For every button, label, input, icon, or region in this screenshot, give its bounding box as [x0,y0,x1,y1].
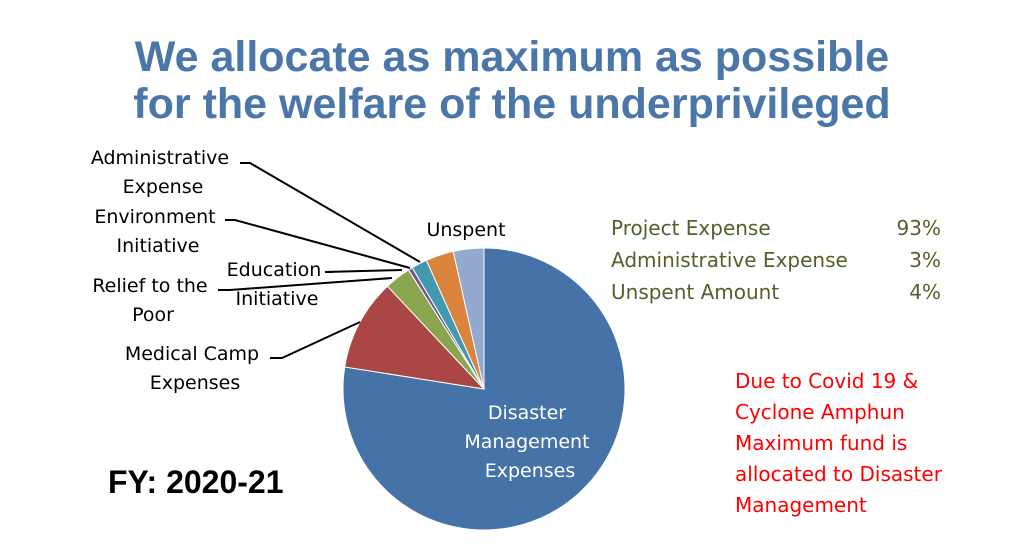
summary-row: Administrative Expense 3% [611,244,941,276]
label-disaster-line: Disaster [488,402,566,424]
covid-note: Due to Covid 19 & Cyclone Amphun Maximum… [735,366,995,521]
label-education-line: Education [227,259,322,281]
label-medical-line: Medical Camp [125,343,259,365]
leader-line-medical [270,321,361,359]
summary-label: Project Expense [611,216,771,240]
label-relief-line: Poor [132,304,174,326]
summary-row: Unspent Amount 4% [611,276,941,308]
label-education: Education Initiative [227,259,328,310]
label-unspent-line: Unspent [426,219,505,241]
note-line: Due to Covid 19 & [735,369,919,393]
label-environment-line: Environment [94,206,215,228]
label-administrative-line: Administrative [91,147,229,169]
label-relief: Relief to the Poor [92,275,213,326]
summary-label: Unspent Amount [611,280,780,304]
note-line: Maximum fund is [735,431,908,455]
label-medical-line: Expenses [150,372,241,394]
summary-label: Administrative Expense [611,248,848,272]
pie-slice-disaster-management-expenses [342,247,626,531]
label-environment: Environment Initiative [94,206,221,257]
label-disaster-line: Management [464,431,589,453]
label-relief-line: Relief to the [92,275,207,297]
label-education-line: Initiative [236,288,319,310]
note-line: allocated to Disaster [735,462,942,486]
note-line: Management [735,493,867,517]
leader-line-relief [218,277,393,291]
pie-slices [342,247,626,531]
label-disaster-line: Expenses [485,460,576,482]
label-disaster: Disaster Management Expenses [464,402,595,482]
note-line: Cyclone Amphun [735,400,905,424]
title-line-1: We allocate as maximum as possible [134,33,890,81]
leader-line-environment [225,219,411,269]
label-environment-line: Initiative [117,235,200,257]
page-title: We allocate as maximum as possible for t… [0,34,1024,128]
summary-value: 4% [909,280,941,304]
summary-value: 3% [909,248,941,272]
label-unspent: Unspent [426,219,505,241]
leader-line-administrative [240,162,421,263]
label-administrative: Administrative Expense [91,147,235,198]
pie-slice-unspent [452,247,485,390]
expense-summary: Project Expense 93% Administrative Expen… [611,212,941,308]
fiscal-year-label: FY: 2020-21 [108,464,284,500]
label-medical: Medical Camp Expenses [125,343,265,394]
summary-value: 93% [896,216,941,240]
leader-lines [218,162,421,359]
title-line-2: for the welfare of the underprivileged [133,80,891,128]
summary-row: Project Expense 93% [611,212,941,244]
leader-line-education [324,269,403,273]
label-administrative-line: Expense [123,176,204,198]
